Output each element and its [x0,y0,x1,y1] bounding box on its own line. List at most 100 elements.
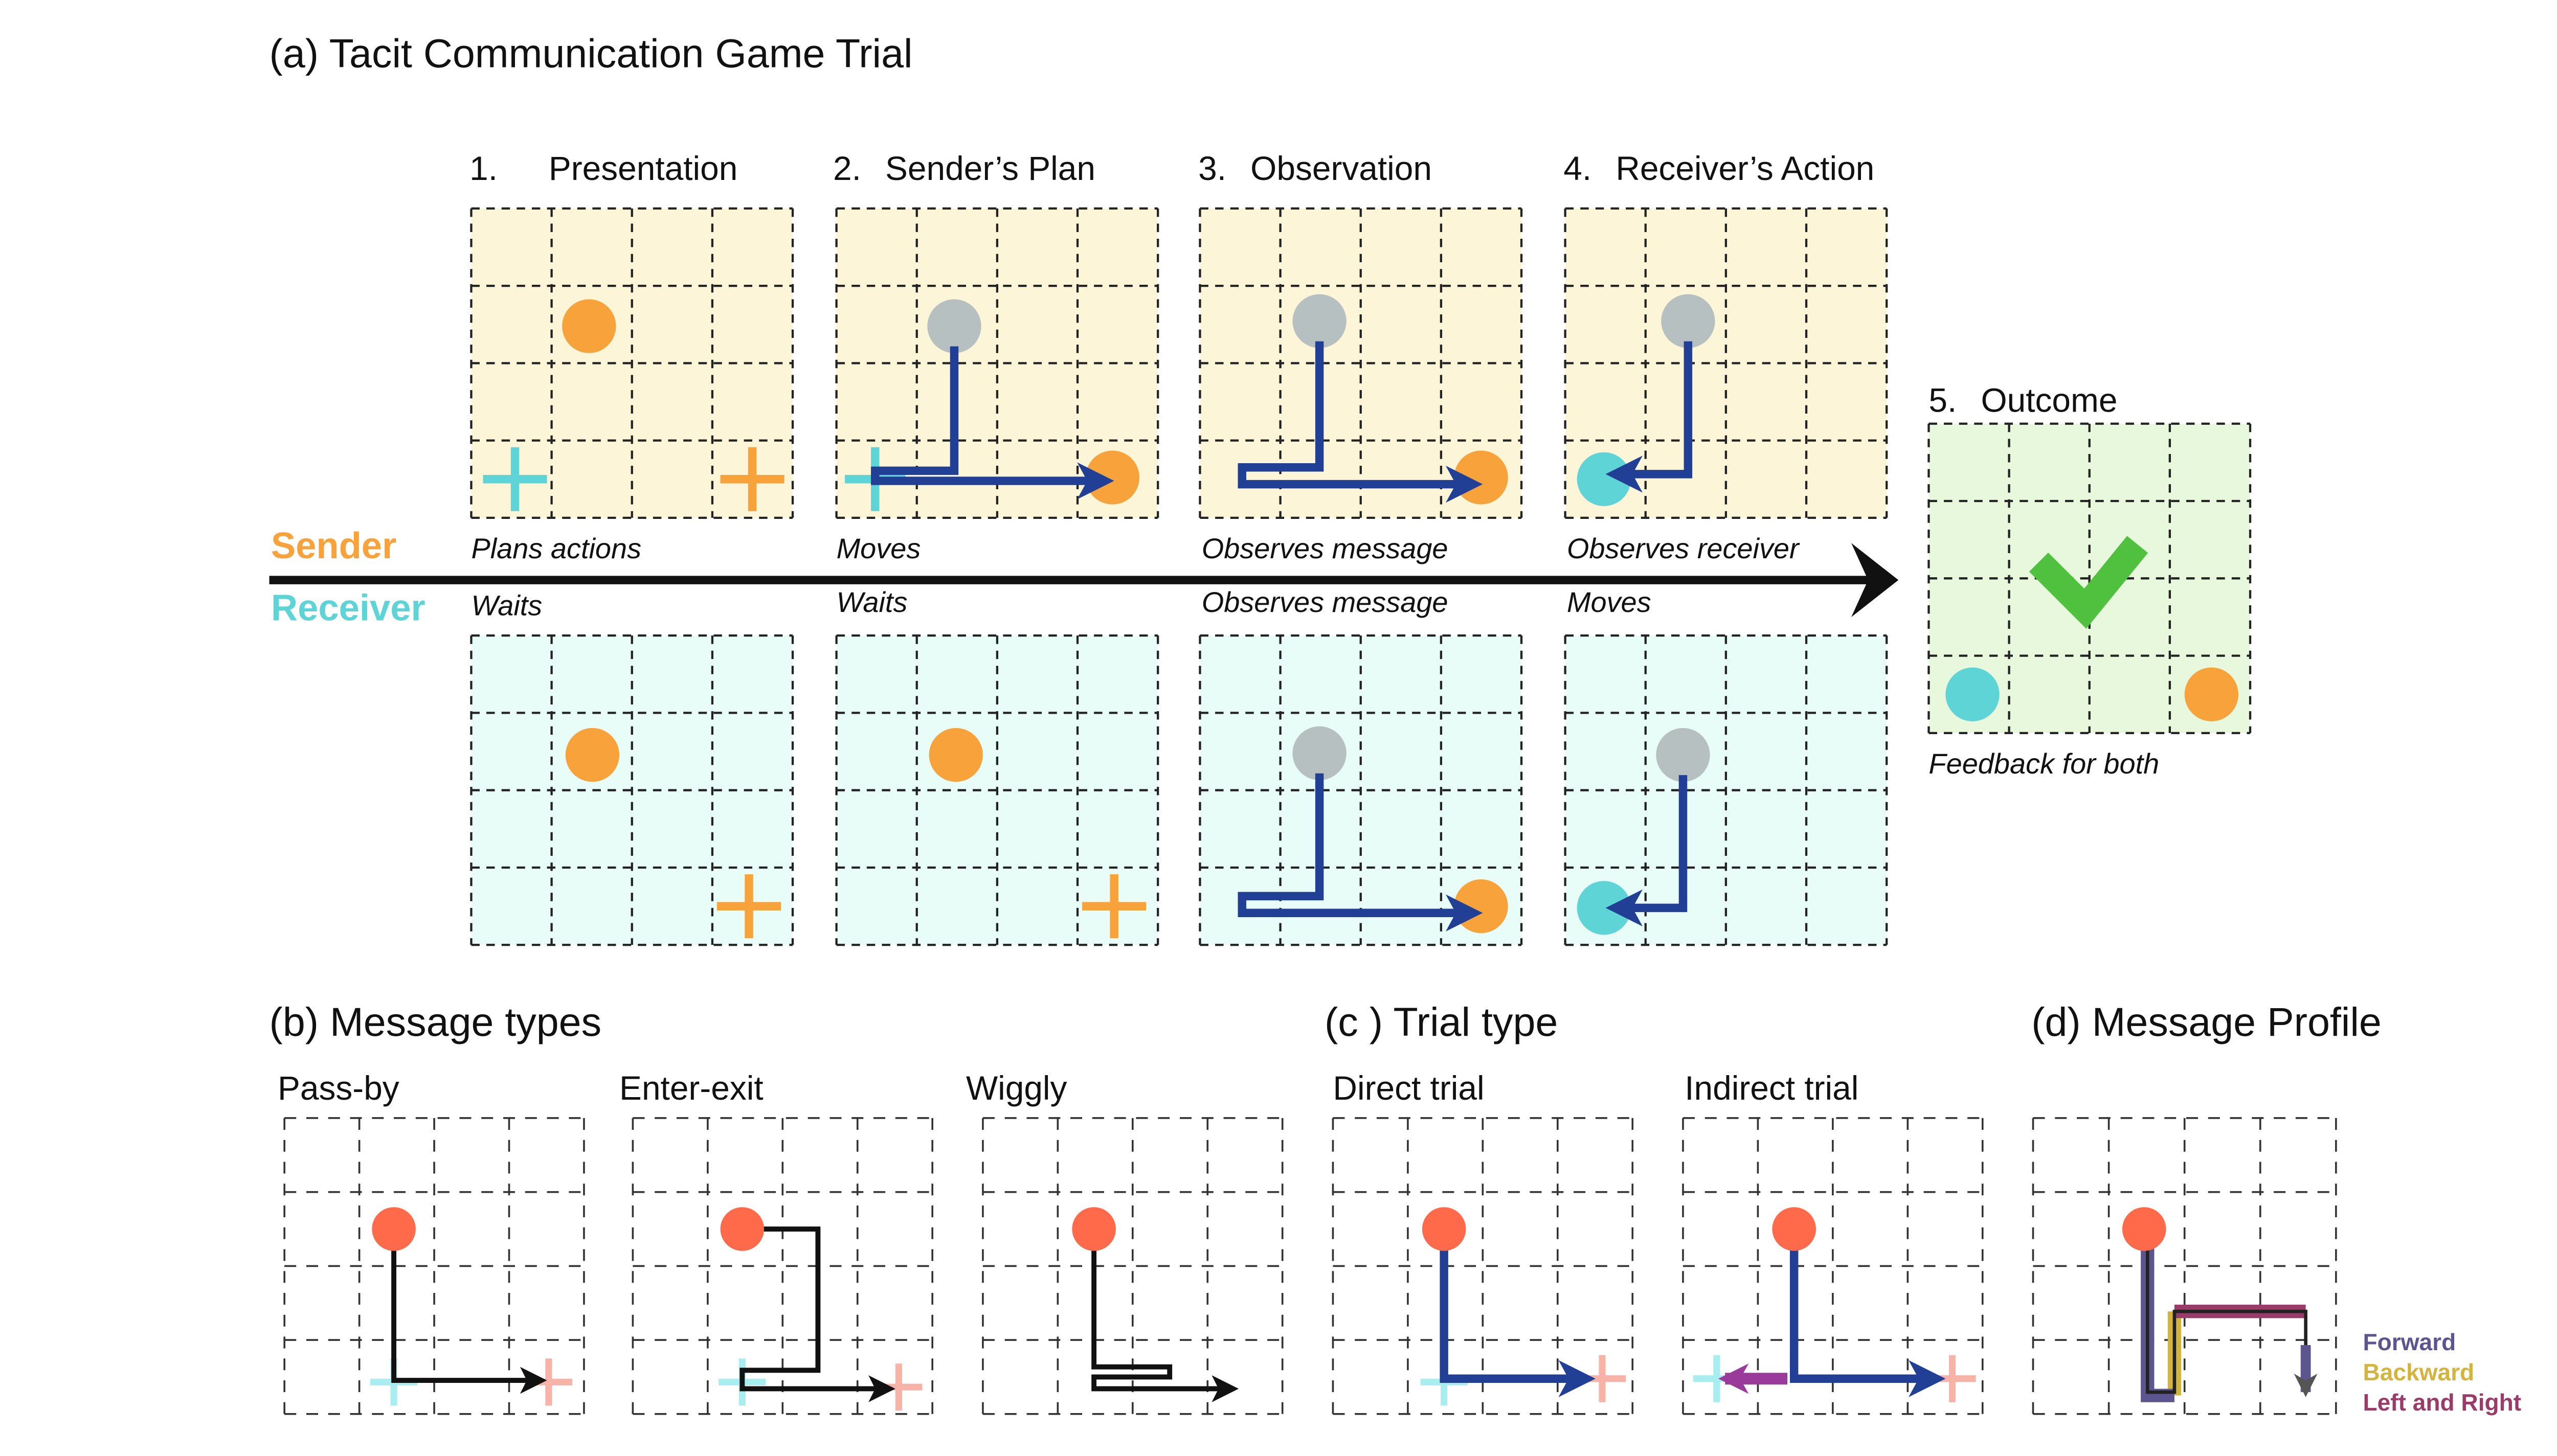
receiver-path-arrow [1605,341,1693,493]
wiggly-grid [982,1117,1284,1415]
step-1-sender-board [483,299,784,511]
start-dot [1422,1207,1466,1251]
sub-labels: Pass-by Enter-exit Wiggly Direct trial I… [278,1069,1858,1107]
message-path-arrow [1238,773,1483,931]
step-1-number: 1. [469,149,498,187]
sender-role-label: Sender [271,525,396,566]
start-gray-dot [1292,294,1347,348]
step-1-receiver-grid [470,634,794,946]
wiggly-path [1091,1244,1239,1402]
step-5-label: Outcome [1981,381,2117,419]
indirect-trial-grid [1682,1117,1984,1415]
grids [283,207,2337,1415]
step-4-receiver-board [1577,728,1710,935]
message-profile-title: (d) Message Profile [2031,999,2382,1044]
step-2-receiver-board [929,728,1147,939]
step-2-sender-board [845,299,1139,511]
step-2-number: 2. [833,149,861,187]
enter-exit-label: Enter-exit [619,1069,764,1107]
sender-start-cross [716,874,781,939]
step-3-sender-board [1238,294,1508,505]
wiggly-label: Wiggly [966,1069,1067,1107]
step-3-receiver-caption: Observes message [1202,586,1448,618]
start-gray-dot [1656,728,1710,782]
step-1-receiver-caption: Waits [471,589,542,622]
legend-left-right: Left and Right [2363,1389,2522,1416]
start-gray-dot [1292,726,1347,780]
receiver-dot [1577,452,1631,506]
start-dot [1772,1207,1816,1251]
start-dot [720,1207,765,1251]
sender-dot [1454,450,1508,505]
indirect-trial-board [1693,1207,1976,1402]
indirect-trial-label: Indirect trial [1685,1069,1858,1107]
receiver-role-label: Receiver [271,587,425,629]
start-gray-dot [927,299,981,353]
start-dot [2122,1207,2166,1251]
step-5-number: 5. [1928,381,1957,419]
enter-exit-grid [632,1117,934,1415]
pass-by-grid [283,1117,585,1415]
wiggly-board [1072,1207,1239,1402]
step-4-number: 4. [1563,149,1591,187]
step-2-sender-caption: Moves [837,532,921,564]
legend-backward: Backward [2363,1359,2475,1385]
step-2-label: Sender’s Plan [885,149,1095,187]
check-icon [2029,536,2148,629]
profile-legend: Forward Backward Left and Right [2363,1329,2522,1416]
outcome-board [1945,536,2238,721]
receiver-dot [1945,667,2000,721]
step-4-sender-board [1577,294,1715,506]
trial-type-title: (c ) Trial type [1325,999,1558,1044]
step-4-sender-caption: Observes receiver [1567,532,1800,564]
sender-start-cross [1082,874,1147,939]
goal-dot [929,728,983,782]
step-3-number: 3. [1198,149,1226,187]
indirect-path-arrow [1789,1247,1946,1397]
step-3-receiver-board [1238,726,1508,934]
step-1-sender-caption: Plans actions [471,532,641,564]
pass-by-path [391,1244,547,1394]
section-titles: (b) Message types (c ) Trial type (d) Me… [270,999,2382,1044]
step-2-sender-grid [835,207,1159,519]
outcome-caption: Feedback for both [1928,747,2159,780]
step-1-label: Presentation [549,149,737,187]
step-1-sender-grid [470,207,794,519]
profile-black-path [2145,1244,2307,1394]
start-dot [372,1207,416,1251]
enter-exit-path [739,1226,895,1402]
message-types-title: (b) Message types [270,999,602,1044]
goal-dot [565,728,620,782]
sender-dot [2184,667,2238,721]
step-1-receiver-board [565,728,781,939]
step-2-receiver-caption: Waits [837,586,908,618]
receiver-start-cross [483,447,547,511]
step-captions: Plans actions Moves Observes message Obs… [471,532,2159,780]
figure-title: (a) Tacit Communication Game Trial [270,31,913,76]
step-4-receiver-caption: Moves [1567,586,1651,618]
message-path-arrow [1238,341,1483,503]
sender-start-cross [720,447,784,511]
step-3-label: Observation [1250,149,1432,187]
message-profile-board [2122,1207,2318,1402]
goal-dot [562,299,616,353]
direct-trial-label: Direct trial [1333,1069,1484,1107]
sender-dot [1454,879,1508,934]
timeline-arrow [269,543,1899,617]
pass-by-board [370,1207,572,1406]
step-headers: 1. Presentation 2. Sender’s Plan 3. Obse… [469,149,2117,419]
step-4-label: Receiver’s Action [1616,149,1874,187]
direct-path-arrow [1440,1247,1596,1397]
legend-forward: Forward [2363,1329,2456,1355]
pass-by-label: Pass-by [278,1069,399,1107]
message-profile-grid [2032,1117,2337,1415]
start-dot [1072,1207,1116,1251]
enter-exit-board [719,1207,923,1411]
direct-trial-board [1420,1207,1626,1406]
receiver-path-arrow [1605,775,1688,927]
direct-trial-grid [1332,1117,1634,1415]
step-2-receiver-grid [835,634,1159,946]
message-path-arrow [871,346,1114,499]
step-3-sender-caption: Observes message [1202,532,1448,564]
